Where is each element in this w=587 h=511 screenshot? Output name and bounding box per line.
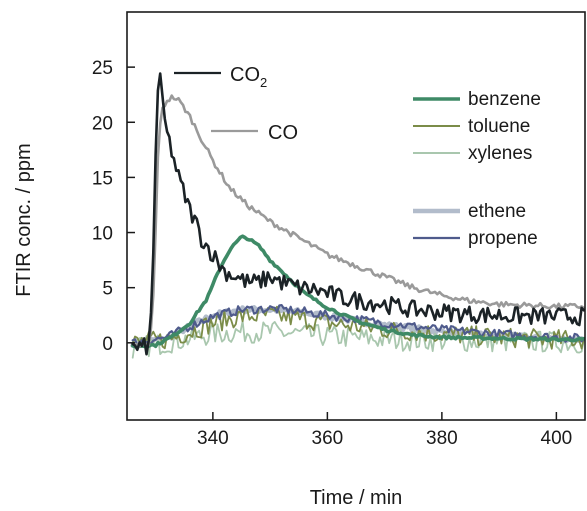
x-tick-label: 340 — [197, 428, 229, 449]
y-tick-label: 20 — [92, 113, 113, 134]
legend-label-toluene: toluene — [468, 116, 530, 137]
x-tick-label: 380 — [426, 428, 458, 449]
legend-label-xylenes: xylenes — [468, 143, 532, 164]
y-tick-label: 5 — [102, 279, 113, 300]
legend-label-benzene: benzene — [468, 89, 541, 110]
legend: benzene toluene xylenes ethene propene — [413, 89, 541, 249]
legend-label-propene: propene — [468, 228, 538, 249]
x-tick-label: 360 — [312, 428, 344, 449]
x-axis-title: Time / min — [310, 487, 403, 509]
y-tick-label: 25 — [92, 58, 113, 79]
annotations: CO2 CO — [174, 64, 298, 144]
y-tick-label: 10 — [92, 224, 113, 245]
series-toluene-line — [131, 305, 585, 350]
series-benzene-line — [130, 234, 585, 349]
x-tick-label: 400 — [541, 428, 573, 449]
series-layer — [130, 72, 585, 359]
series-co-line — [131, 94, 585, 348]
plot-frame — [126, 11, 586, 421]
legend-label-ethene: ethene — [468, 201, 526, 222]
annotation-co-label: CO — [268, 122, 298, 144]
y-axis-title: FTIR conc. / ppm — [13, 143, 35, 296]
annotation-co2-label: CO2 — [230, 64, 267, 90]
ticks-layer: 340 360 380 400 0 5 10 15 20 25 — [92, 58, 572, 449]
series-co2-line — [131, 72, 585, 356]
y-tick-label: 15 — [92, 168, 113, 189]
y-tick-label: 0 — [102, 334, 113, 355]
